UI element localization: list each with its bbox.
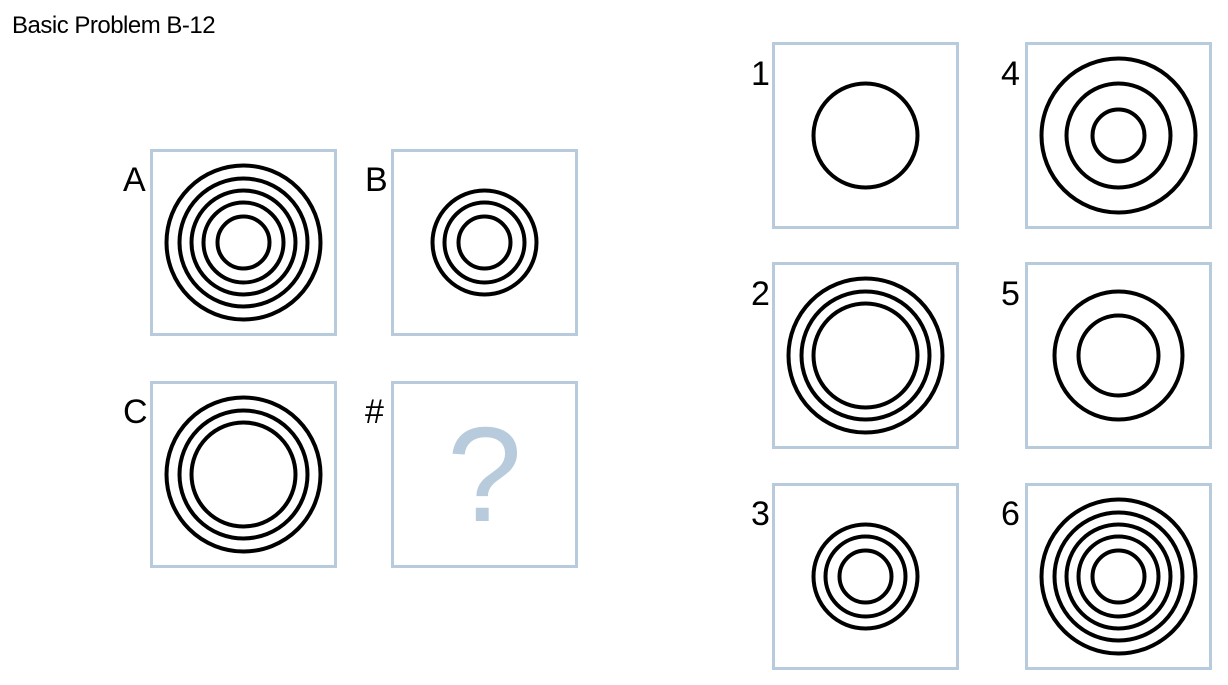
ring-3: [189, 188, 298, 297]
page-title: Basic Problem B-12: [12, 12, 216, 39]
ring-1: [215, 214, 272, 271]
cell-label-b: B: [365, 161, 388, 199]
ring-5: [164, 163, 323, 322]
ring-1: [837, 548, 894, 605]
ring-figure: [164, 395, 323, 554]
ring-figure: [1039, 497, 1198, 656]
ring-2: [201, 200, 286, 285]
ring-1: [811, 81, 920, 190]
ring-4: [1052, 510, 1185, 643]
answer-option-4[interactable]: [1025, 42, 1212, 229]
ring-3: [430, 188, 539, 297]
cell-label-a: A: [123, 161, 146, 199]
ring-figure: [164, 163, 323, 322]
ring-2: [177, 408, 310, 541]
ring-2: [823, 534, 908, 619]
answer-option-5[interactable]: [1025, 262, 1212, 449]
ring-figure: [811, 81, 920, 190]
ring-1: [811, 301, 920, 410]
ring-1: [1090, 548, 1147, 605]
ring-3: [811, 522, 920, 631]
answer-option-6[interactable]: [1025, 483, 1212, 670]
option-label-2: 2: [751, 275, 770, 313]
option-label-1: 1: [751, 55, 770, 93]
option-label-4: 4: [1001, 55, 1020, 93]
option-label-3: 3: [751, 495, 770, 533]
ring-figure: [786, 276, 945, 435]
ring-4: [177, 176, 310, 309]
problem-cell-c: [150, 381, 337, 568]
answer-option-3[interactable]: [772, 483, 959, 670]
ring-1: [189, 420, 298, 529]
ring-3: [786, 276, 945, 435]
ring-3: [1039, 56, 1198, 215]
ring-2: [1076, 534, 1161, 619]
question-mark: ?: [446, 399, 523, 550]
ring-1: [1090, 107, 1147, 164]
ring-figure: [430, 188, 539, 297]
ring-2: [1064, 81, 1173, 190]
cell-label-c: C: [123, 393, 148, 431]
cell-label-answer-slot: #: [365, 393, 384, 431]
ring-3: [1064, 522, 1173, 631]
ring-3: [164, 395, 323, 554]
answer-option-1[interactable]: [772, 42, 959, 229]
answer-option-2[interactable]: [772, 262, 959, 449]
ring-figure: [1039, 56, 1198, 215]
problem-cell-b: [391, 149, 578, 336]
ring-5: [1039, 497, 1198, 656]
ring-figure: [811, 522, 920, 631]
option-label-6: 6: [1001, 495, 1020, 533]
ring-figure: [1052, 289, 1185, 422]
problem-cell-a: [150, 149, 337, 336]
ring-1: [1076, 313, 1161, 398]
ring-2: [1052, 289, 1185, 422]
answer-slot: ?: [391, 381, 578, 568]
ring-2: [442, 200, 527, 285]
ring-2: [799, 289, 932, 422]
ring-1: [456, 214, 513, 271]
option-label-5: 5: [1001, 275, 1020, 313]
